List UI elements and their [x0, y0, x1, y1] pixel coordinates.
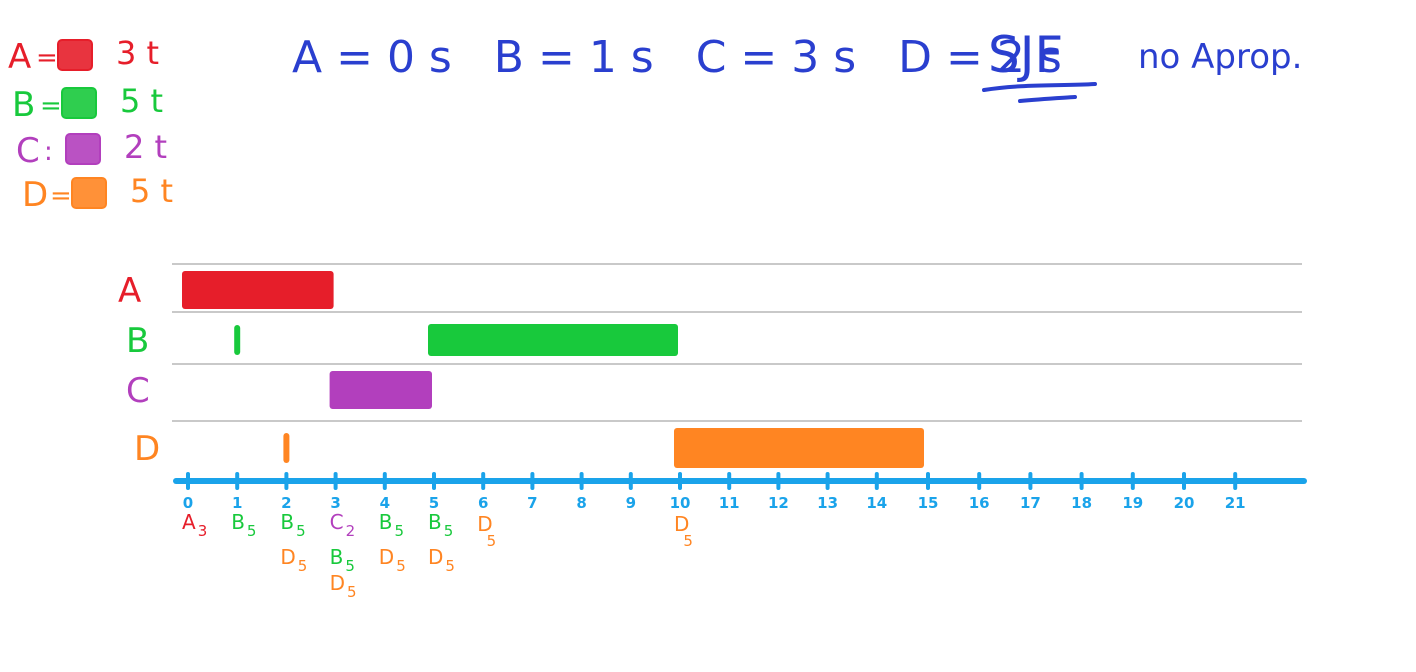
gantt-bar-c — [329, 371, 432, 409]
process-legend: A = 3 tB = 5 tC:2 tD = 5 t — [8, 34, 173, 215]
legend-color-swatch — [57, 39, 93, 71]
time-axis-tick-label: 14 — [866, 494, 887, 512]
time-axis-tick-label: 12 — [768, 494, 789, 512]
time-axis-tick-label: 3 — [330, 494, 340, 512]
legend-burst-time: 5 t — [120, 82, 163, 120]
time-axis-tick-label: 6 — [478, 494, 488, 512]
time-axis-tick-label: 17 — [1020, 494, 1041, 512]
preemption-mode: no Aprop. — [1138, 37, 1302, 77]
legend-burst-time: 3 t — [116, 34, 159, 72]
algorithm-underline — [982, 82, 1097, 92]
gantt-gridlines — [172, 263, 1302, 422]
time-axis-tick-label: 15 — [918, 494, 939, 512]
time-axis-tick-label: 4 — [380, 494, 390, 512]
legend-color-swatch — [61, 87, 97, 119]
time-axis-tick-label: 18 — [1071, 494, 1092, 512]
time-axis-tick-label: 1 — [232, 494, 242, 512]
time-axis-tick-label: 2 — [281, 494, 291, 512]
time-axis: 0 1 2 3 4 5 6 7 8 9 10 11 12 13 14 15 16 17 18 19 20 21 — [173, 472, 1307, 512]
legend-item-b: B = 5 t — [12, 82, 163, 125]
legend-item-a: A = 3 t — [8, 34, 159, 77]
time-axis-tick-label: 19 — [1122, 494, 1143, 512]
legend-burst-time: 5 t — [130, 172, 173, 210]
row-label-c: C — [126, 371, 150, 411]
time-axis-tick-label: 5 — [429, 494, 439, 512]
algorithm-title: SJF — [988, 26, 1063, 84]
time-axis-tick-label: 20 — [1174, 494, 1195, 512]
legend-separator: = — [50, 181, 72, 211]
ready-queue-annotations: A 3 B 5 B 5D 5C 2B 5D 5B 5D 5B 5D 5D 5D 5 — [182, 510, 693, 601]
legend-process-label: A — [8, 37, 31, 77]
time-axis-tick-label: 8 — [576, 494, 586, 512]
arrival-mark-b — [234, 325, 241, 355]
time-axis-tick-label: 0 — [183, 494, 193, 512]
gantt-arrival-marks — [234, 325, 290, 463]
time-axis-tick-label: 16 — [969, 494, 990, 512]
legend-item-c: C: 2 t — [16, 128, 167, 171]
time-axis-tick-label: 11 — [719, 494, 740, 512]
legend-color-swatch — [65, 133, 101, 165]
legend-color-swatch — [71, 177, 107, 209]
legend-item-d: D = 5 t — [22, 172, 173, 215]
time-axis-tick-label: 10 — [670, 494, 691, 512]
legend-separator: = — [36, 43, 58, 73]
legend-process-label: D — [22, 175, 48, 215]
time-axis-tick-label: 7 — [527, 494, 537, 512]
legend-process-label: B — [12, 85, 35, 125]
gantt-bar-a — [182, 271, 334, 309]
gantt-bars — [182, 271, 924, 468]
gantt-bar-b — [428, 324, 678, 356]
gantt-bar-d — [674, 428, 924, 468]
time-axis-tick-label: 9 — [626, 494, 636, 512]
time-axis-tick-label: 21 — [1225, 494, 1246, 512]
legend-burst-time: 2 t — [124, 128, 167, 166]
arrival-mark-d — [283, 433, 290, 463]
row-label-a: A — [118, 271, 141, 311]
arrival-times: A = 0 s B = 1 s C = 3 s D = 2 s — [292, 32, 1062, 83]
row-label-d: D — [134, 429, 160, 469]
row-label-b: B — [126, 321, 149, 361]
algorithm-underline-2 — [1018, 95, 1077, 103]
legend-separator: : — [44, 137, 53, 167]
time-axis-tick-label: 13 — [817, 494, 838, 512]
legend-process-label: C — [16, 131, 40, 171]
legend-separator: = — [40, 91, 62, 121]
